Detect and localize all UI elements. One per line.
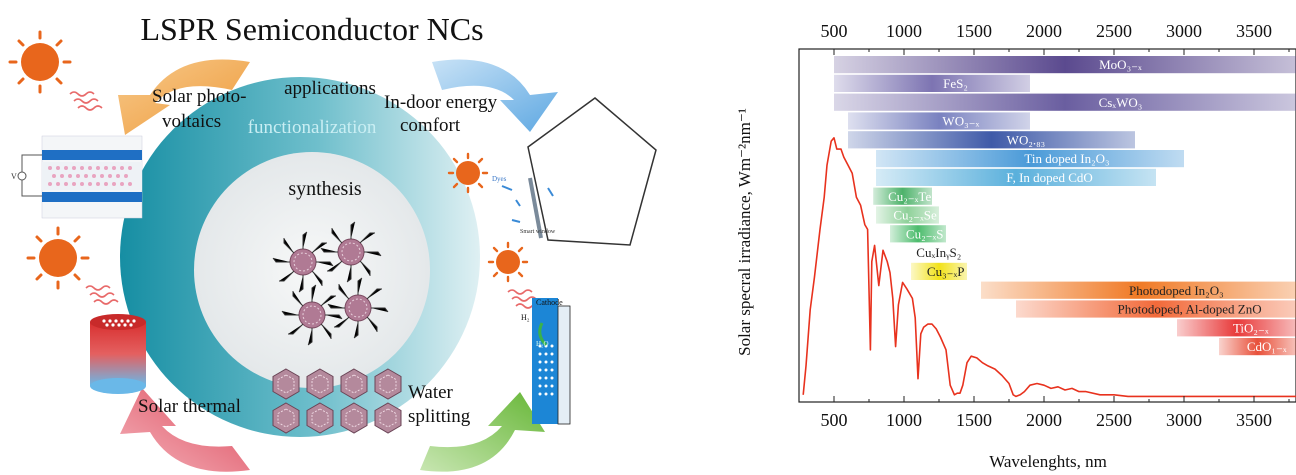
wavy-radiation-icon (69, 91, 103, 111)
band-label: CuₓInᵧS₂ (916, 245, 961, 261)
band-label: F, In doped CdO (1006, 170, 1092, 185)
band-label: Cu₃₋ₓP (927, 264, 965, 279)
x-tick-label-bottom: 1500 (956, 410, 992, 430)
h2-label: H₂ (521, 313, 530, 322)
green-cycle-arrow (420, 392, 545, 472)
band-bar (876, 168, 1156, 186)
band-bar (1016, 300, 1296, 318)
band-label: FeS₂ (943, 76, 968, 91)
x-tick-label-top: 3500 (1236, 21, 1272, 41)
cathode-label: Cathode (536, 298, 563, 307)
x-axis-label: Wavelenghts, nm (989, 452, 1107, 471)
band-bar (876, 150, 1184, 168)
smart-window-icon: Dyes Smart window (492, 97, 657, 246)
solar-thermal-cylinder (90, 314, 146, 394)
blue-cycle-arrow (432, 59, 558, 132)
band-bar (911, 262, 967, 280)
band-label: Tin doped In₂O₃ (1024, 151, 1109, 166)
band-bar (890, 225, 946, 243)
voltage-label: V (11, 172, 17, 181)
irradiance-chart: MoO₃₋ₓ FeS₂ CsₓWO₃ WO₃₋ₓ WO₂.₈₃ Tin doped In₂… (735, 21, 1296, 471)
band-bar (876, 206, 939, 224)
water-label-line1: Water (408, 382, 454, 403)
band-bar (1177, 319, 1296, 337)
lspr-applications-diagram: LSPR Semiconductor NCs applications func… (8, 11, 657, 472)
band-label: WO₃₋ₓ (942, 114, 979, 129)
band-label: WO₂.₈₃ (1007, 132, 1046, 147)
applications-label: applications (284, 78, 376, 99)
band-bar (834, 74, 1030, 92)
x-tick-label-bottom: 3000 (1166, 410, 1202, 430)
sun-icon (26, 226, 90, 290)
h2o-label: H₂O (536, 340, 549, 348)
functionalization-label: functionalization (248, 117, 377, 138)
band-layer: MoO₃₋ₓ FeS₂ CsₓWO₃ WO₃₋ₓ WO₂.₈₃ Tin doped In₂… (834, 56, 1296, 356)
water-label-line2: splitting (408, 406, 471, 427)
band-label: Photodoped In₂O₃ (1129, 283, 1224, 298)
tick-layer: 500 500 1000 1000 1500 1500 2000 2000 2500 2500 30… (821, 21, 1290, 430)
synthesis-label: synthesis (288, 178, 362, 200)
pv-label-line1: Solar photo- (152, 86, 246, 107)
band-bar (834, 93, 1296, 111)
dyes-label: Dyes (492, 175, 507, 183)
x-tick-label-bottom: 3500 (1236, 410, 1272, 430)
band-bar (873, 187, 932, 205)
orange-cycle-arrow (118, 59, 250, 135)
band-label: CdO₁₋ₓ (1247, 339, 1287, 354)
band-label: Photodoped, Al-doped ZnO (1118, 302, 1262, 317)
sun-icon (8, 30, 72, 94)
wavy-radiation-icon (85, 285, 119, 305)
band-label: Cu₂₋ₓS (906, 226, 944, 241)
band-bar (834, 56, 1296, 74)
band-bar (848, 131, 1135, 149)
band-bar (892, 244, 967, 262)
band-label: MoO₃₋ₓ (1099, 57, 1142, 72)
solar-spectrum-line (802, 137, 1296, 398)
x-tick-label-top: 500 (821, 21, 848, 41)
y-axis-label: Solar specral irradiance, Wm⁻²nm⁻¹ (735, 108, 754, 356)
band-bar (848, 112, 1030, 130)
water-splitting-cell: Cathode H₂ H₂O (521, 298, 571, 425)
x-tick-label-bottom: 2500 (1096, 410, 1132, 430)
x-tick-label-bottom: 1000 (886, 410, 922, 430)
band-label: Cu₂₋ₓSe (893, 208, 937, 223)
indoor-label-line1: In-door energy (384, 92, 498, 113)
thermal-label: Solar thermal (138, 396, 241, 417)
x-tick-label-top: 1000 (886, 21, 922, 41)
x-tick-label-top: 2500 (1096, 21, 1132, 41)
x-tick-label-top: 2000 (1026, 21, 1062, 41)
band-label: Cu₂₋ₓTe (888, 189, 931, 204)
x-tick-label-top: 1500 (956, 21, 992, 41)
smart-window-label: Smart window (520, 229, 556, 235)
pv-label-line2: voltaics (162, 111, 221, 132)
diagram-title: LSPR Semiconductor NCs (140, 11, 483, 47)
solar-cell-device: V (11, 135, 143, 219)
x-tick-label-bottom: 500 (821, 410, 848, 430)
band-label: TiO₂₋ₓ (1233, 320, 1269, 335)
band-label: CsₓWO₃ (1099, 95, 1143, 110)
band-bar (1219, 338, 1296, 356)
x-tick-label-bottom: 2000 (1026, 410, 1062, 430)
indoor-label-line2: comfort (400, 115, 461, 136)
red-cycle-arrow (120, 388, 250, 472)
band-bar (981, 281, 1296, 299)
x-tick-label-top: 3000 (1166, 21, 1202, 41)
sun-icon (487, 241, 529, 283)
